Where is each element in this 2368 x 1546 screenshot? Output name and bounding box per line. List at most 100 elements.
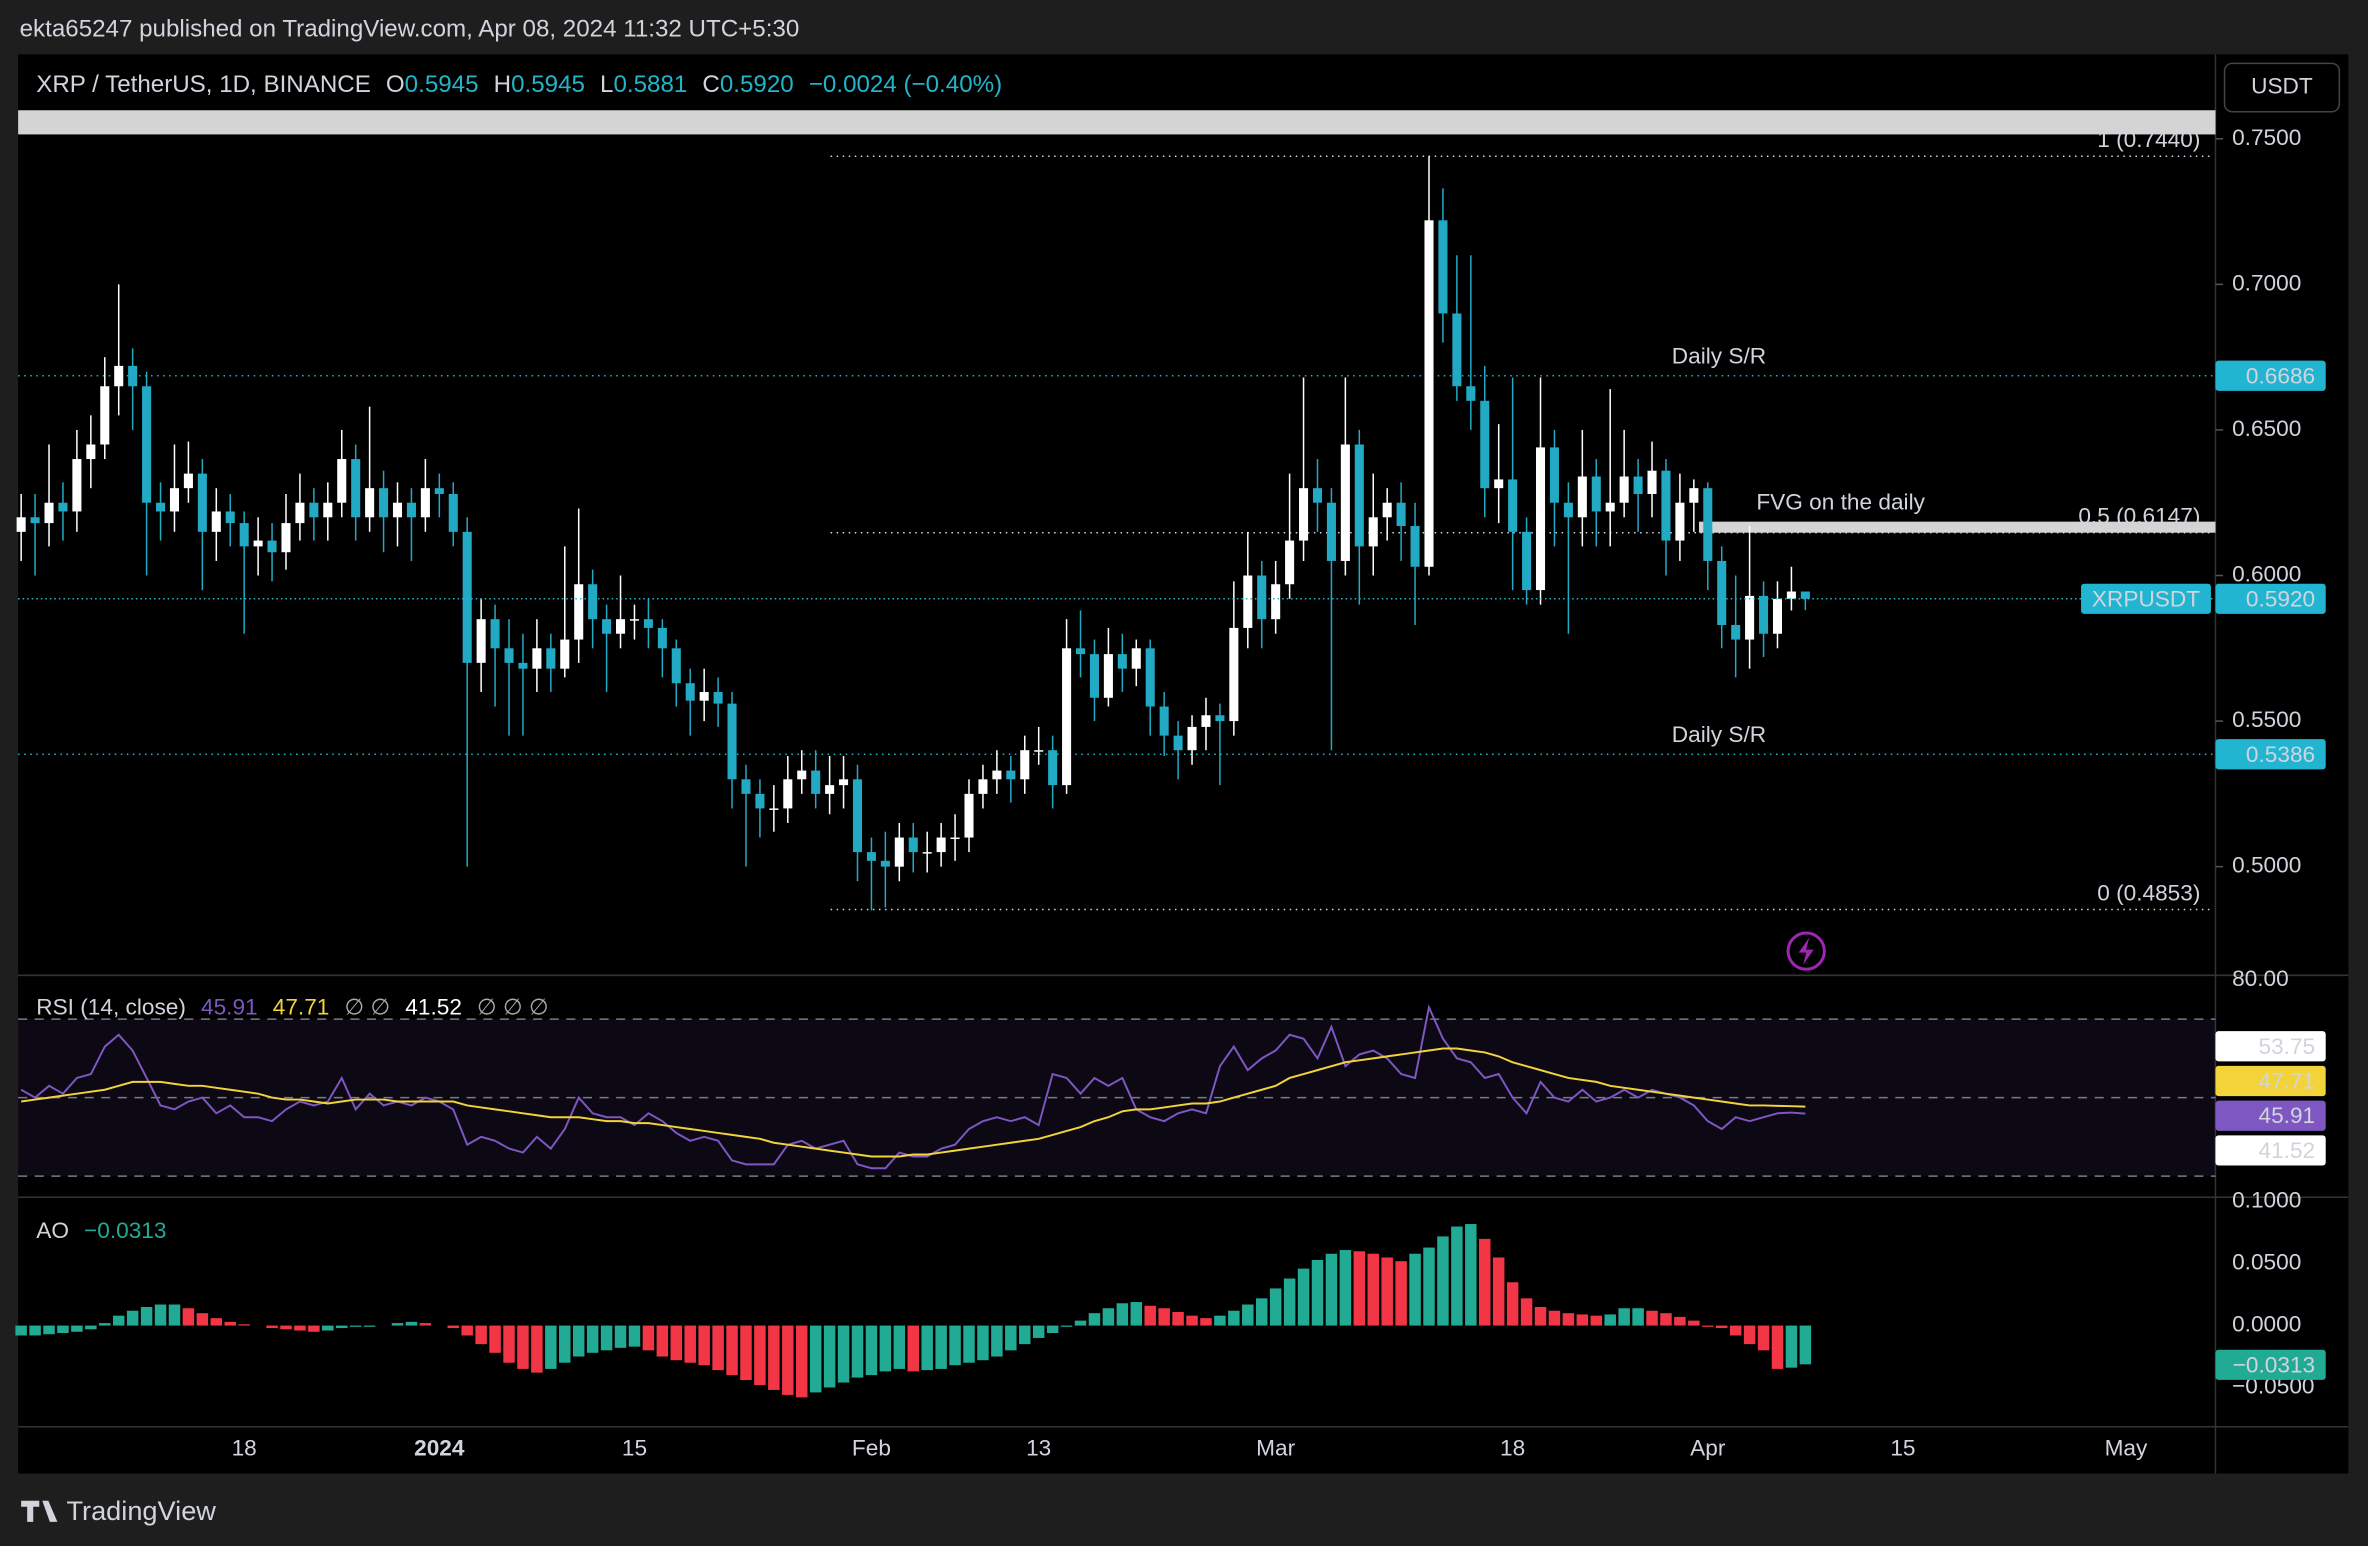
y-tick-label: 0.6000 bbox=[2232, 561, 2301, 586]
candle-body bbox=[1396, 502, 1406, 527]
price-tag bbox=[2215, 739, 2326, 770]
candle-body bbox=[964, 793, 974, 838]
symbol-tag bbox=[2081, 583, 2211, 614]
ao-bar bbox=[1130, 1302, 1143, 1326]
candle-body bbox=[1577, 476, 1587, 518]
ao-bar bbox=[837, 1325, 850, 1383]
candle-body bbox=[142, 386, 152, 503]
ao-bar bbox=[893, 1325, 906, 1369]
ao-bar bbox=[1005, 1325, 1017, 1351]
ao-bar bbox=[168, 1304, 181, 1326]
ao-bar bbox=[419, 1323, 432, 1326]
candle-body bbox=[1048, 750, 1058, 786]
candle-body bbox=[936, 837, 946, 853]
ao-bar bbox=[907, 1325, 919, 1372]
price-tag-label: 53.75 bbox=[2259, 1034, 2316, 1059]
ao-bar bbox=[1618, 1308, 1630, 1326]
ao-bar bbox=[489, 1325, 501, 1353]
zone bbox=[18, 110, 2216, 135]
currency-button[interactable] bbox=[2223, 62, 2341, 113]
x-tick-label: 18 bbox=[232, 1435, 257, 1460]
price-tag bbox=[2215, 360, 2326, 391]
ao-bar bbox=[1046, 1325, 1059, 1333]
candle-body bbox=[546, 648, 556, 669]
x-tick-label: 2024 bbox=[414, 1435, 465, 1460]
y-tick-label: 0.7500 bbox=[2232, 125, 2301, 150]
ao-bar bbox=[1465, 1224, 1477, 1326]
ao-bar bbox=[154, 1304, 167, 1326]
ao-legend: AO −0.0313 bbox=[36, 1218, 166, 1243]
candle-body bbox=[1494, 479, 1504, 489]
candle-body bbox=[1717, 560, 1727, 626]
legend-value: 45.91 bbox=[201, 995, 258, 1020]
ao-bar bbox=[391, 1323, 404, 1326]
candle-body bbox=[1731, 625, 1741, 640]
candle-body bbox=[1480, 400, 1490, 489]
symbol-title: XRP / TetherUS, 1D, BINANCE bbox=[36, 71, 371, 98]
ao-bar bbox=[1715, 1325, 1728, 1329]
ao-bar bbox=[43, 1325, 55, 1335]
currency[interactable]: USDT bbox=[2251, 74, 2313, 99]
candle-body bbox=[58, 502, 68, 512]
fib-label: 1 (0.7440) bbox=[2097, 127, 2200, 152]
ao-bar bbox=[879, 1325, 892, 1372]
price-tag bbox=[2215, 1031, 2326, 1062]
ao-bar bbox=[1520, 1298, 1533, 1326]
ao-bar bbox=[712, 1325, 724, 1371]
ao-bar bbox=[963, 1325, 975, 1363]
ao-bar bbox=[196, 1313, 209, 1326]
candle-body bbox=[825, 785, 835, 794]
candle-body bbox=[1006, 770, 1016, 780]
candle-body bbox=[156, 502, 166, 512]
candle-body bbox=[602, 619, 612, 634]
sr-label: Daily S/R bbox=[1672, 344, 1766, 369]
candle-body bbox=[462, 531, 472, 663]
candle-body bbox=[1020, 750, 1030, 780]
price-tag-label: 0.6686 bbox=[2246, 363, 2315, 388]
candle-body bbox=[741, 779, 751, 794]
ao-bar bbox=[698, 1325, 710, 1366]
candle-body bbox=[671, 648, 681, 684]
candle-body bbox=[1285, 540, 1295, 585]
candle-body bbox=[1229, 627, 1239, 722]
ao-bar bbox=[614, 1325, 627, 1348]
ao-bar bbox=[768, 1325, 780, 1390]
candle-body bbox=[588, 584, 598, 620]
rsi-line bbox=[20, 1004, 1806, 1170]
legend-label: C bbox=[702, 71, 719, 98]
ao-bar bbox=[1228, 1310, 1240, 1326]
ao-bar bbox=[809, 1325, 822, 1393]
legend-label: H bbox=[494, 71, 511, 98]
x-tick-label: May bbox=[2105, 1435, 2148, 1460]
ao-bar bbox=[1674, 1316, 1686, 1326]
ao-bar bbox=[1799, 1325, 1812, 1365]
brand: TradingView bbox=[66, 1495, 216, 1526]
candle-body bbox=[1424, 220, 1434, 567]
ao-bar bbox=[1395, 1261, 1407, 1326]
candle-body bbox=[1382, 502, 1392, 518]
candle-body bbox=[894, 837, 904, 867]
candle-body bbox=[657, 627, 667, 649]
candle-body bbox=[1563, 502, 1573, 518]
y-tick-label: 0.7000 bbox=[2232, 270, 2301, 295]
legend-value: 0.5945 bbox=[405, 71, 479, 98]
candle-body bbox=[1703, 488, 1713, 561]
candle-body bbox=[866, 852, 876, 861]
candle-body bbox=[183, 473, 193, 489]
candle-body bbox=[1201, 715, 1211, 727]
rsi-legend: RSI (14, close) 45.91 47.71 ∅ ∅ 41.52 ∅ ∅ ∅ bbox=[36, 995, 548, 1020]
ao-bar bbox=[1576, 1314, 1589, 1326]
candle-body bbox=[1062, 648, 1072, 786]
candle-body bbox=[1786, 591, 1796, 599]
alert-icon[interactable] bbox=[1786, 931, 1826, 971]
legend-value: −0.0313 bbox=[84, 1218, 166, 1243]
candle-body bbox=[72, 459, 82, 512]
candle-body bbox=[880, 860, 890, 867]
candle-body bbox=[1145, 648, 1155, 707]
candle-body bbox=[852, 779, 863, 853]
ao-bar bbox=[363, 1325, 376, 1327]
ao-bar bbox=[294, 1325, 306, 1331]
candle-body bbox=[908, 837, 918, 853]
